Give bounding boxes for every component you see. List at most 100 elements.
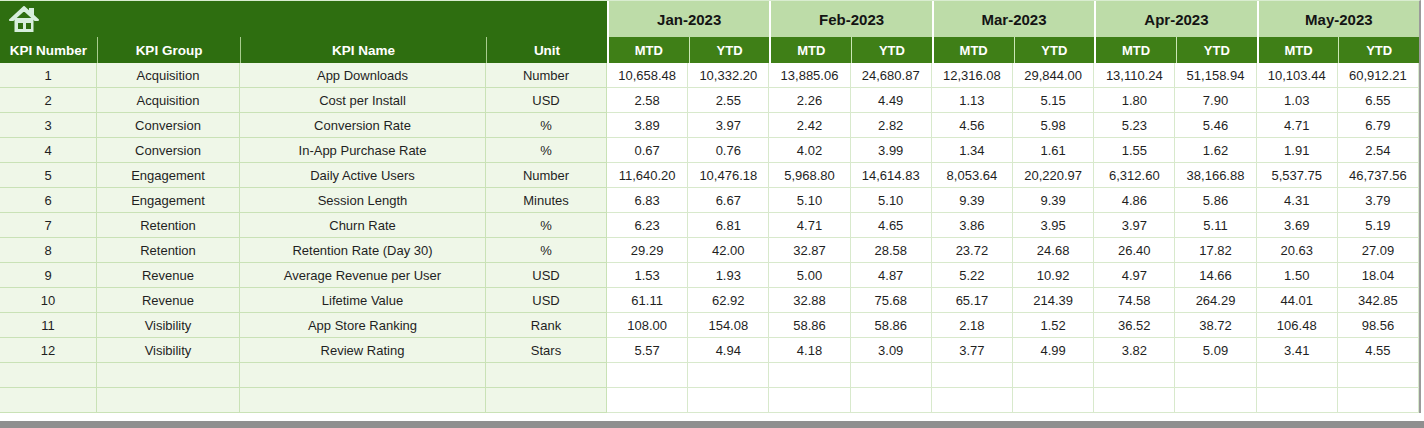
kpi-name-cell[interactable]: In-App Purchase Rate [240,138,486,163]
value-cell[interactable]: 4.18 [769,338,850,363]
value-cell[interactable]: 6.79 [1338,113,1419,138]
kpi-group-cell[interactable]: Retention [97,238,240,263]
value-cell[interactable]: 3.41 [1257,338,1338,363]
value-cell[interactable]: 8,053.64 [932,163,1013,188]
kpi-group-cell[interactable]: Engagement [97,163,240,188]
month-header-cell[interactable]: Jan-2023 [607,1,769,37]
value-cell[interactable]: 4.87 [851,263,932,288]
kpi-number-cell[interactable]: 8 [0,238,97,263]
empty-value-cell[interactable] [932,388,1013,413]
value-cell[interactable]: 27.09 [1338,238,1419,263]
value-cell[interactable]: 3.86 [932,213,1013,238]
empty-cell[interactable] [486,388,607,413]
value-cell[interactable]: 4.65 [851,213,932,238]
value-cell[interactable]: 2.26 [769,88,850,113]
home-icon[interactable] [8,6,40,33]
kpi-group-cell[interactable]: Retention [97,213,240,238]
kpi-number-cell[interactable]: 11 [0,313,97,338]
kpi-name-cell[interactable]: Conversion Rate [240,113,486,138]
value-cell[interactable]: 7.90 [1175,88,1256,113]
value-cell[interactable]: 2.42 [769,113,850,138]
value-cell[interactable]: 1.91 [1257,138,1338,163]
value-cell[interactable]: 1.53 [607,263,688,288]
kpi-number-cell[interactable]: 5 [0,163,97,188]
empty-cell[interactable] [97,363,240,388]
unit-cell[interactable]: Number [486,63,607,88]
subheader-cell[interactable]: MTD [932,37,1014,63]
kpi-group-cell[interactable]: Conversion [97,113,240,138]
value-cell[interactable]: 5.09 [1175,338,1256,363]
value-cell[interactable]: 98.56 [1338,313,1419,338]
unit-cell[interactable]: Number [486,163,607,188]
value-cell[interactable]: 4.49 [851,88,932,113]
value-cell[interactable]: 2.55 [688,88,769,113]
kpi-name-cell[interactable]: Lifetime Value [240,288,486,313]
subheader-cell[interactable]: YTD [1338,37,1419,63]
value-cell[interactable]: 1.62 [1175,138,1256,163]
value-cell[interactable]: 0.67 [607,138,688,163]
value-cell[interactable]: 5.22 [932,263,1013,288]
value-cell[interactable]: 10,103.44 [1257,63,1338,88]
value-cell[interactable]: 2.18 [932,313,1013,338]
value-cell[interactable]: 10.92 [1013,263,1094,288]
value-cell[interactable]: 3.97 [688,113,769,138]
value-cell[interactable]: 6.67 [688,188,769,213]
empty-value-cell[interactable] [1338,363,1419,388]
month-header-cell[interactable]: Apr-2023 [1094,1,1256,37]
month-header-cell[interactable]: Mar-2023 [932,1,1094,37]
value-cell[interactable]: 32.87 [769,238,850,263]
value-cell[interactable]: 4.99 [1013,338,1094,363]
kpi-number-cell[interactable]: 3 [0,113,97,138]
value-cell[interactable]: 4.86 [1094,188,1175,213]
empty-value-cell[interactable] [1257,363,1338,388]
value-cell[interactable]: 42.00 [688,238,769,263]
value-cell[interactable]: 4.71 [1257,113,1338,138]
empty-value-cell[interactable] [851,363,932,388]
value-cell[interactable]: 1.34 [932,138,1013,163]
unit-cell[interactable]: % [486,238,607,263]
empty-value-cell[interactable] [1257,388,1338,413]
kpi-number-cell[interactable]: 4 [0,138,97,163]
value-cell[interactable]: 36.52 [1094,313,1175,338]
empty-value-cell[interactable] [607,363,688,388]
kpi-group-cell[interactable]: Revenue [97,263,240,288]
value-cell[interactable]: 214.39 [1013,288,1094,313]
value-cell[interactable]: 5.10 [769,188,850,213]
value-cell[interactable]: 108.00 [607,313,688,338]
kpi-group-cell[interactable]: Conversion [97,138,240,163]
value-cell[interactable]: 6,312.60 [1094,163,1175,188]
month-header-cell[interactable]: May-2023 [1257,1,1419,37]
kpi-name-cell[interactable]: Review Rating [240,338,486,363]
empty-value-cell[interactable] [1013,388,1094,413]
kpi-number-cell[interactable]: 2 [0,88,97,113]
value-cell[interactable]: 62.92 [688,288,769,313]
value-cell[interactable]: 14,614.83 [851,163,932,188]
value-cell[interactable]: 28.58 [851,238,932,263]
value-cell[interactable]: 5.11 [1175,213,1256,238]
value-cell[interactable]: 4.97 [1094,263,1175,288]
empty-value-cell[interactable] [932,363,1013,388]
value-cell[interactable]: 20.63 [1257,238,1338,263]
unit-cell[interactable]: Minutes [486,188,607,213]
value-cell[interactable]: 1.93 [688,263,769,288]
value-cell[interactable]: 32.88 [769,288,850,313]
value-cell[interactable]: 12,316.08 [932,63,1013,88]
value-cell[interactable]: 20,220.97 [1013,163,1094,188]
kpi-name-cell[interactable]: Churn Rate [240,213,486,238]
unit-cell[interactable]: Stars [486,338,607,363]
kpi-name-cell[interactable]: Cost per Install [240,88,486,113]
value-cell[interactable]: 5.19 [1338,213,1419,238]
kpi-number-cell[interactable]: 7 [0,213,97,238]
month-header-cell[interactable]: Feb-2023 [769,1,931,37]
value-cell[interactable]: 1.55 [1094,138,1175,163]
subheader-cell[interactable]: MTD [1257,37,1339,63]
value-cell[interactable]: 0.76 [688,138,769,163]
value-cell[interactable]: 9.39 [1013,188,1094,213]
value-cell[interactable]: 5.57 [607,338,688,363]
subheader-cell[interactable]: MTD [769,37,851,63]
kpi-group-cell[interactable]: Revenue [97,288,240,313]
unit-cell[interactable]: USD [486,263,607,288]
value-cell[interactable]: 26.40 [1094,238,1175,263]
unit-cell[interactable]: USD [486,88,607,113]
value-cell[interactable]: 29,844.00 [1013,63,1094,88]
